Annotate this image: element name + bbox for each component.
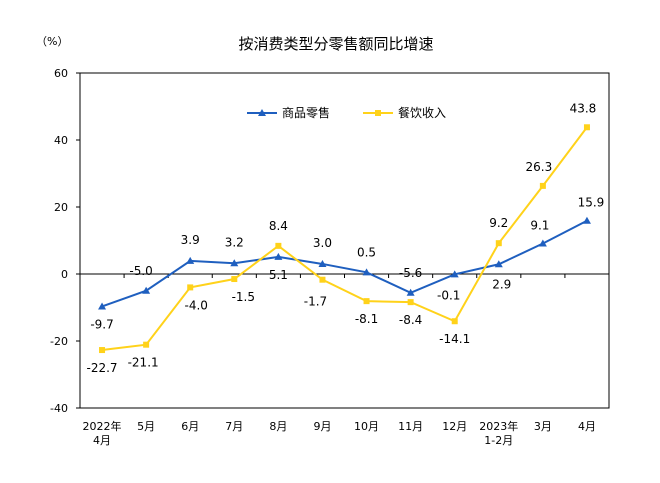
x-tick-label: 3月: [534, 420, 552, 433]
x-tick-label: 11月: [398, 420, 423, 433]
data-label-retail: 5.1: [269, 268, 288, 282]
y-tick-label: 0: [61, 268, 68, 281]
data-point-catering: [451, 318, 458, 325]
data-label-catering: 9.2: [489, 216, 508, 230]
data-label-catering: -14.1: [439, 332, 470, 346]
legend-marker-triangle: [258, 109, 266, 116]
data-label-catering: -22.7: [87, 361, 118, 375]
x-tick-label: 5月: [137, 420, 155, 433]
data-point-catering: [143, 341, 150, 348]
data-label-retail: -9.7: [90, 317, 113, 331]
x-tick-label: 8月: [269, 420, 287, 433]
x-tick-label: 1-2月: [484, 434, 513, 447]
data-point-catering: [187, 284, 194, 291]
y-tick-label: 40: [54, 134, 68, 147]
data-point-retail: [274, 252, 283, 260]
data-point-catering: [583, 124, 590, 131]
data-point-retail: [230, 259, 239, 267]
data-label-catering: -4.0: [184, 298, 207, 312]
y-tick-label: 60: [54, 67, 68, 80]
y-tick-label: -20: [50, 335, 68, 348]
x-tick-label: 10月: [354, 420, 379, 433]
data-point-retail: [98, 302, 107, 310]
data-label-catering: -8.1: [355, 312, 378, 326]
data-label-catering: -1.5: [232, 290, 255, 304]
x-tick-label: 4月: [578, 420, 596, 433]
data-point-catering: [231, 276, 238, 283]
legend-label: 商品零售: [282, 105, 330, 120]
data-point-catering: [319, 276, 326, 283]
data-label-retail: -0.1: [437, 288, 460, 302]
x-tick-label: 9月: [313, 420, 331, 433]
data-label-retail: -5.6: [399, 266, 422, 280]
x-tick-label: 4月: [93, 434, 111, 447]
data-label-retail: 15.9: [578, 196, 605, 210]
y-tick-label: -40: [50, 402, 68, 415]
data-label-retail: 2.9: [492, 277, 511, 291]
data-point-retail: [142, 286, 151, 294]
data-point-catering: [495, 240, 502, 247]
series-line-0: [101, 219, 588, 308]
data-point-retail: [582, 216, 591, 224]
y-axis-unit: （%）: [36, 35, 68, 48]
data-label-retail: 3.2: [225, 235, 244, 249]
data-point-catering: [275, 242, 282, 249]
data-label-retail: -5.0: [129, 264, 152, 278]
x-tick-label: 7月: [225, 420, 243, 433]
data-label-retail: 3.0: [313, 236, 332, 250]
x-tick-label: 2023年: [479, 419, 518, 433]
data-label-catering: 43.8: [570, 101, 597, 115]
x-tick-label: 6月: [181, 420, 199, 433]
data-point-retail: [406, 288, 415, 296]
series-line-1: [101, 126, 588, 352]
plot-area: [79, 72, 610, 409]
data-label-retail: 3.9: [181, 233, 200, 247]
data-point-catering: [363, 298, 370, 305]
data-label-catering: 8.4: [269, 219, 288, 233]
y-tick-label: 20: [54, 201, 68, 214]
data-point-catering: [99, 347, 106, 354]
data-point-retail: [450, 270, 459, 278]
x-tick-label: 12月: [442, 420, 467, 433]
data-label-catering: -1.7: [304, 295, 327, 309]
data-point-retail: [362, 268, 371, 276]
data-label-retail: 9.1: [530, 219, 549, 233]
chart-title: 按消费类型分零售额同比增速: [238, 35, 433, 53]
x-tick-label: 2022年: [83, 419, 122, 433]
data-point-catering: [539, 182, 546, 189]
data-label-catering: 26.3: [526, 160, 553, 174]
data-label-catering: -21.1: [128, 356, 159, 370]
legend-marker-square: [375, 110, 381, 116]
data-point-retail: [494, 260, 503, 268]
legend-label: 餐饮收入: [398, 105, 446, 120]
data-point-catering: [407, 299, 414, 306]
data-point-retail: [538, 239, 547, 247]
data-label-retail: 0.5: [357, 245, 376, 259]
data-point-retail: [318, 259, 327, 267]
data-point-retail: [186, 256, 195, 264]
data-label-catering: -8.4: [399, 313, 422, 327]
